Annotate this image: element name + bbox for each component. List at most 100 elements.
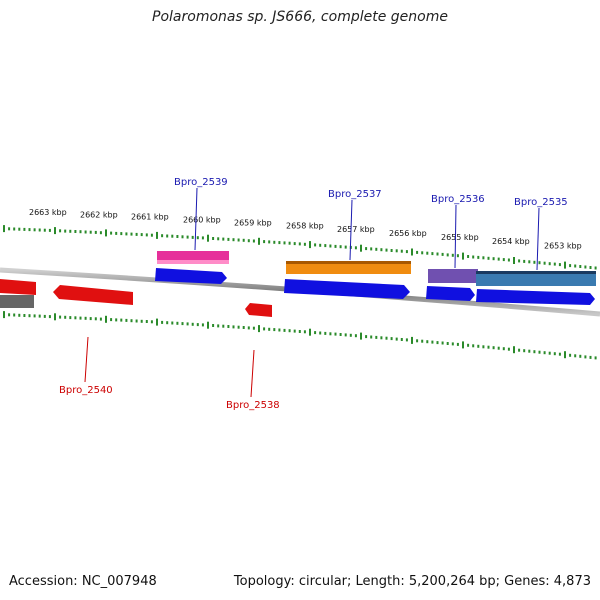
scale-bottom-tick	[564, 351, 566, 359]
gene-labels: Bpro_2539 Bpro_2537 Bpro_2536 Bpro_2535 …	[59, 177, 568, 411]
scale-top-tick	[232, 238, 235, 242]
scale-top-tick	[283, 241, 286, 245]
scale-bottom-tick	[8, 313, 11, 317]
scale-top-tick	[38, 228, 41, 232]
scale-top-tick	[181, 235, 184, 239]
scale-top-tick	[487, 256, 490, 260]
genome-summary-text: Topology: circular; Length: 5,200,264 bp…	[233, 574, 591, 589]
scale-top-tick	[166, 234, 169, 238]
scale-top-tick	[89, 230, 92, 234]
scale-top-tick	[171, 234, 174, 238]
leader-bpro-2535	[536, 207, 540, 271]
kbp-labels: 2663 kbp 2662 kbp 2661 kbp 2660 kbp 2659 kbp…	[29, 208, 582, 251]
scale-bottom-tick	[329, 332, 332, 336]
scale-bottom-tick	[278, 328, 281, 332]
scale-top-tick	[54, 227, 56, 235]
scale-bottom-tick	[528, 349, 531, 353]
scale-top-tick	[23, 227, 26, 231]
scale-bottom-tick	[43, 314, 46, 318]
scale-top-tick	[288, 241, 291, 245]
feature-gray-edge[interactable]	[0, 295, 34, 308]
gene-bpro-2538[interactable]	[245, 303, 272, 317]
scale-bottom-tick	[115, 318, 118, 322]
scale-top-tick	[411, 248, 413, 256]
feature-cog-orange-top	[286, 261, 411, 264]
scale-bottom-tick	[23, 314, 26, 317]
scale-top-tick	[518, 259, 521, 263]
gene-label-bpro-2535: Bpro_2535	[514, 197, 568, 208]
scale-top-tick	[59, 229, 62, 233]
scale-bottom-tick	[145, 320, 148, 323]
scale-top-tick	[191, 235, 194, 239]
gene-bpro-2536[interactable]	[426, 286, 475, 301]
scale-bottom-tick	[558, 352, 561, 356]
scale-top-tick	[201, 236, 204, 240]
scale-bottom-tick	[110, 318, 113, 322]
scale-bottom-tick	[319, 331, 322, 335]
scale-bottom-tick	[258, 325, 260, 333]
scale-bottom-tick	[181, 322, 184, 326]
scale-top-tick	[84, 230, 87, 234]
scale-bottom-tick	[18, 313, 21, 317]
gene-label-bpro-2539: Bpro_2539	[174, 177, 228, 188]
scale-bottom-tick	[380, 336, 383, 340]
scale-bottom-tick	[426, 340, 429, 344]
scale-bottom-tick	[33, 314, 36, 318]
scale-top-tick	[8, 227, 11, 231]
scale-bottom-tick	[492, 346, 495, 350]
gene-bpro-2537[interactable]	[284, 279, 410, 299]
scale-top-tick	[405, 250, 408, 254]
gene-label-bpro-2540: Bpro_2540	[59, 385, 113, 396]
gene-bpro-2539[interactable]	[155, 268, 227, 284]
scale-bottom-tick	[273, 328, 276, 332]
scale-bottom-tick	[176, 321, 179, 325]
scale-bottom-tick	[370, 335, 373, 339]
top-strand-features	[155, 251, 596, 305]
feature-cog-purple[interactable]	[428, 269, 478, 283]
scale-bottom-tick	[191, 322, 194, 326]
feature-cog-orange[interactable]	[286, 261, 411, 274]
scale-top-tick	[446, 253, 449, 257]
scale-bottom-tick	[579, 354, 582, 358]
scale-top-tick	[456, 254, 459, 258]
scale-top-tick	[268, 240, 271, 244]
scale-top-tick	[79, 230, 82, 234]
scale-top-tick	[196, 236, 199, 240]
scale-top-tick	[354, 246, 357, 250]
scale-top-tick	[227, 237, 230, 241]
scale-bottom-tick	[130, 319, 133, 323]
scale-bottom-tick	[421, 339, 424, 343]
scale-top-tick	[3, 225, 5, 233]
accession-text: Accession: NC_007948	[9, 574, 157, 589]
scale-bottom-tick	[69, 316, 72, 320]
scale-top-tick	[176, 235, 179, 238]
scale-top-tick	[74, 230, 77, 233]
scale-top-tick	[574, 264, 577, 268]
scale-bottom-tick	[441, 341, 444, 345]
scale-top-tick	[324, 244, 327, 248]
scale-bottom-tick	[456, 342, 459, 346]
scale-bottom-tick	[431, 340, 434, 344]
bottom-strand-features	[0, 279, 272, 317]
scale-bottom-tick	[150, 320, 153, 324]
feature-cog-steel[interactable]	[476, 271, 596, 286]
gene-label-bpro-2538: Bpro_2538	[226, 400, 280, 411]
scale-bottom-tick	[79, 316, 82, 320]
scale-bottom-tick	[74, 316, 77, 320]
scale-top-tick	[43, 228, 46, 232]
scale-bottom-tick	[487, 345, 490, 349]
scale-top-tick	[467, 255, 470, 258]
gene-bpro-2535[interactable]	[476, 289, 595, 305]
scale-top-tick	[558, 263, 561, 267]
scale-top-tick	[579, 265, 582, 268]
scale-top-tick	[472, 255, 475, 259]
scale-top-tick	[497, 257, 500, 261]
scale-bottom-tick	[349, 333, 352, 337]
kbp-label: 2655 kbp	[441, 233, 479, 242]
gene-bpro-2540[interactable]	[53, 285, 133, 305]
scale-top-tick	[329, 244, 332, 248]
scale-bottom-tick	[94, 317, 97, 321]
scale-top-tick	[252, 239, 255, 243]
gene-red-edge[interactable]	[0, 279, 36, 295]
scale-top-tick	[462, 252, 464, 260]
